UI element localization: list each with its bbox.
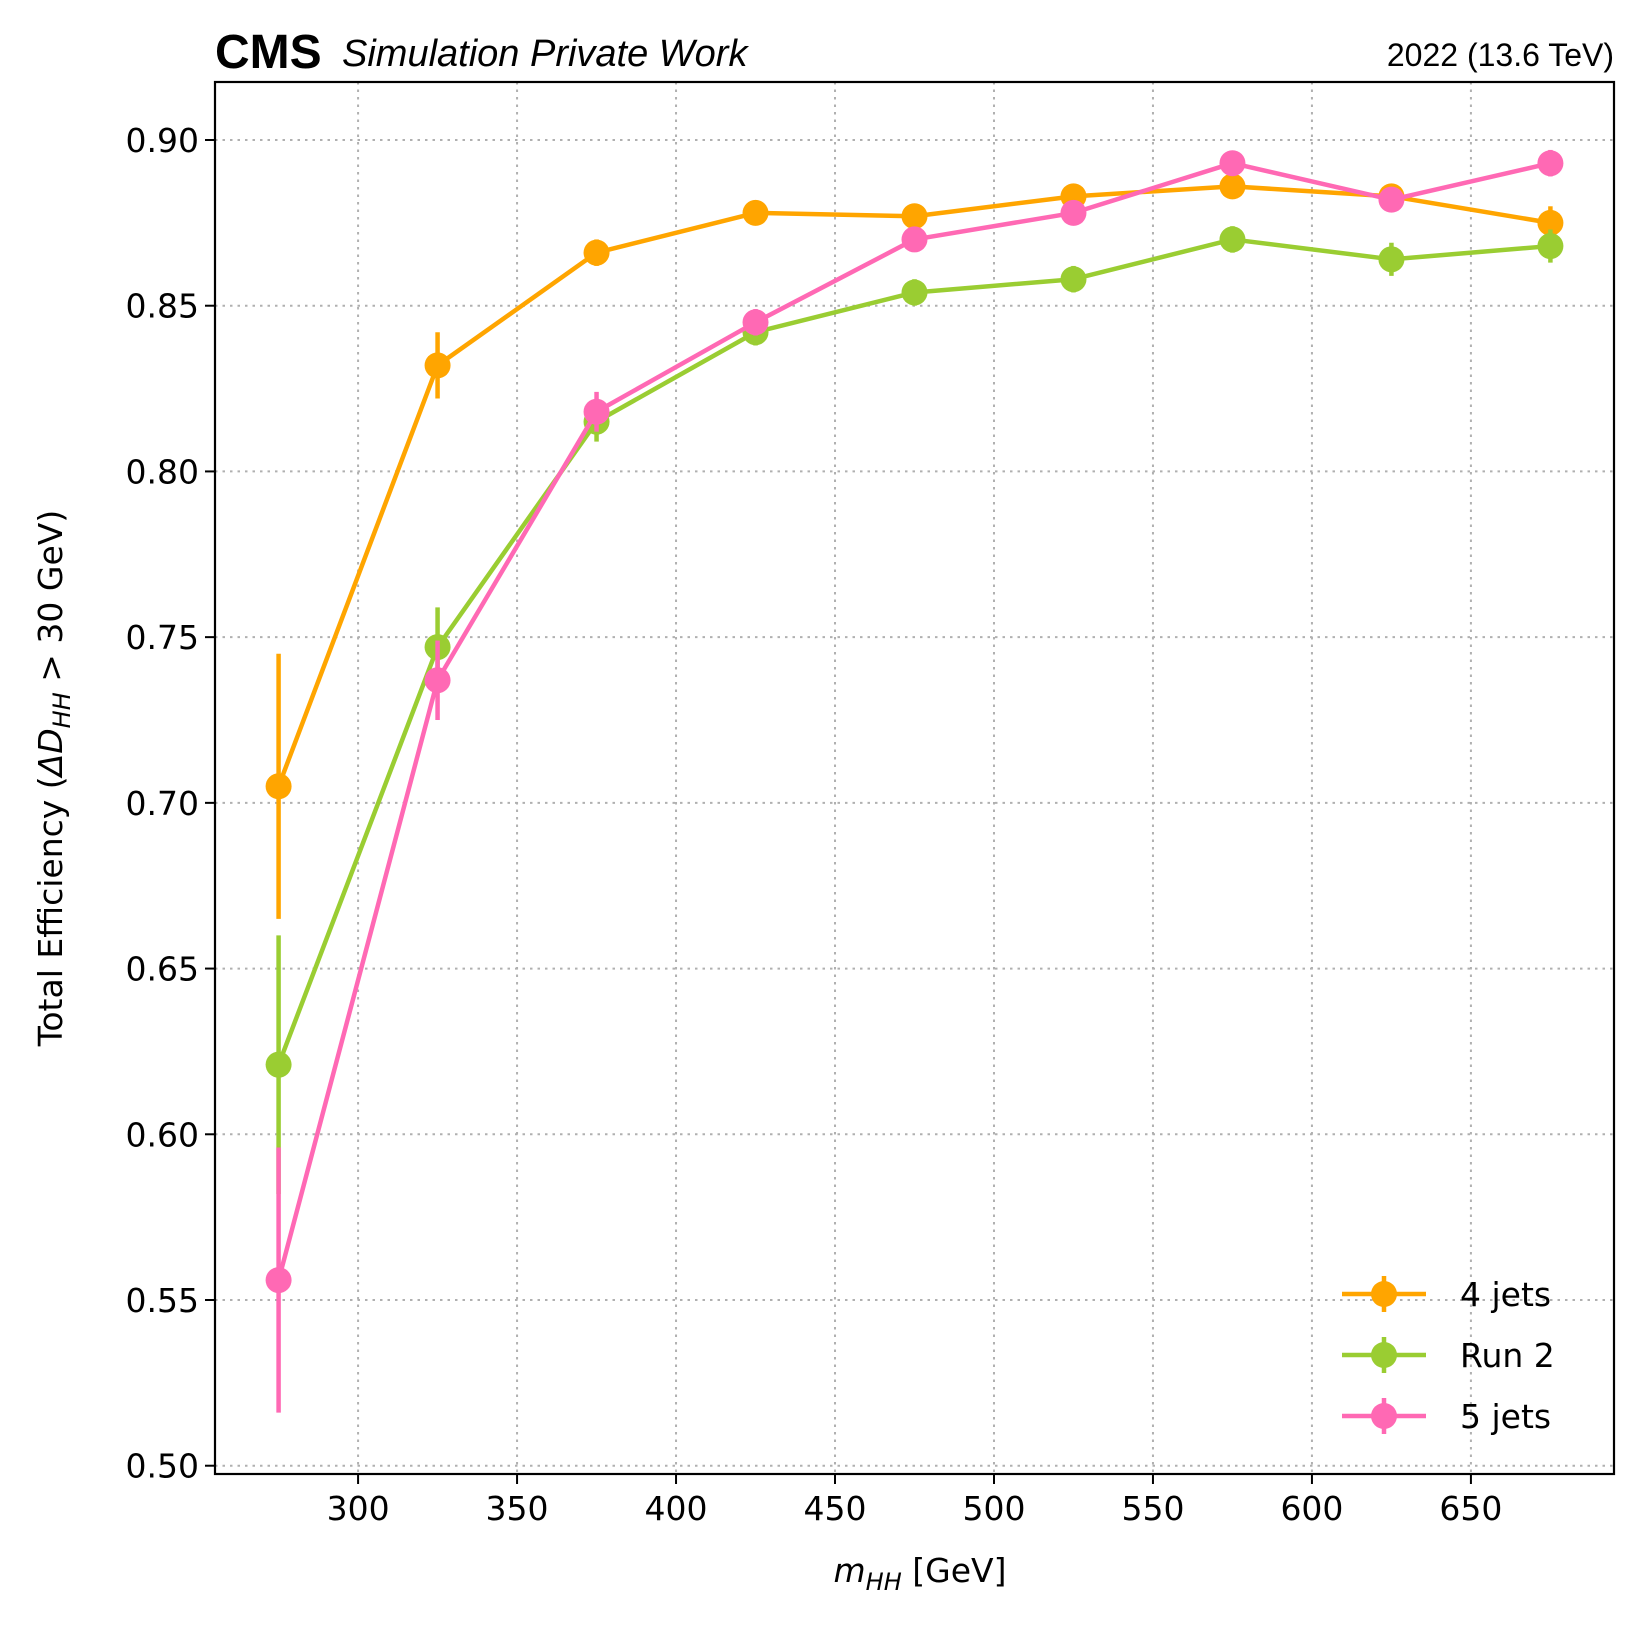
series-line [276,160,1551,1281]
x-tick-label: 500 [962,1489,1025,1528]
data-point [742,199,769,226]
x-axis-label: mHH [GeV] [834,1551,1007,1596]
legend-marker [1371,1281,1397,1307]
data-point [583,398,610,425]
data-point [1060,199,1087,226]
cms-sublabel: Simulation Private Work [342,33,749,75]
data-point [1378,186,1405,213]
data-point [1378,246,1405,273]
series-layer [265,149,1564,1413]
x-tick-label: 650 [1439,1489,1502,1528]
y-tick-label: 0.75 [126,618,199,657]
legend-label: Run 2 [1460,1336,1555,1375]
legend-marker [1371,1342,1397,1368]
y-tick-label: 0.60 [126,1115,199,1154]
data-point [424,667,451,694]
x-tick-label: 450 [804,1489,867,1528]
y-tick-label: 0.90 [126,121,199,160]
data-point [901,226,928,253]
data-point [1537,233,1564,260]
x-tick-label: 350 [486,1489,549,1528]
legend-entry: 5 jets [1342,1397,1551,1436]
series-line [276,184,1551,788]
y-tick-label: 0.70 [126,784,199,823]
y-axis-label: Total Efficiency (ΔDHH > 30 GeV) [31,510,76,1047]
data-point [901,279,928,306]
x-tick-label: 550 [1121,1489,1184,1528]
y-tick-label: 0.65 [126,950,199,989]
data-point [424,352,451,379]
data-point [1537,209,1564,236]
legend-entry: 4 jets [1342,1275,1551,1314]
data-point [1219,226,1246,253]
legend: 4 jets Run 2 5 jets [1342,1275,1555,1436]
data-point [1060,266,1087,293]
legend-marker [1371,1403,1397,1429]
x-tick-label: 600 [1280,1489,1343,1528]
data-point [901,203,928,230]
data-point [742,309,769,336]
data-point [583,239,610,266]
legend-label: 5 jets [1460,1397,1551,1436]
y-tick-label: 0.80 [126,452,199,491]
plot-frame [213,80,1616,1476]
data-point [1219,173,1246,200]
series-line [276,237,1551,1066]
y-tick-label: 0.50 [126,1447,199,1486]
legend-label: 4 jets [1460,1275,1551,1314]
data-point [1219,150,1246,177]
y-tick-label: 0.85 [126,287,199,326]
x-tick-label: 400 [645,1489,708,1528]
y-tick-label: 0.55 [126,1281,199,1320]
legend-entry: Run 2 [1342,1336,1555,1375]
data-point [1537,150,1564,177]
series-run-2 [265,226,1564,1194]
data-point [265,773,292,800]
x-tick-label: 300 [327,1489,390,1528]
data-point [265,1051,292,1078]
series-5-jets [265,149,1564,1413]
lumi-label: 2022 (13.6 TeV) [1387,37,1614,73]
data-point [265,1267,292,1294]
tick-layer: 300 350 400 450 500 550 600 650 0.50 0.55 0.60 0.65… [126,121,1503,1528]
cms-label: CMS [215,26,322,79]
